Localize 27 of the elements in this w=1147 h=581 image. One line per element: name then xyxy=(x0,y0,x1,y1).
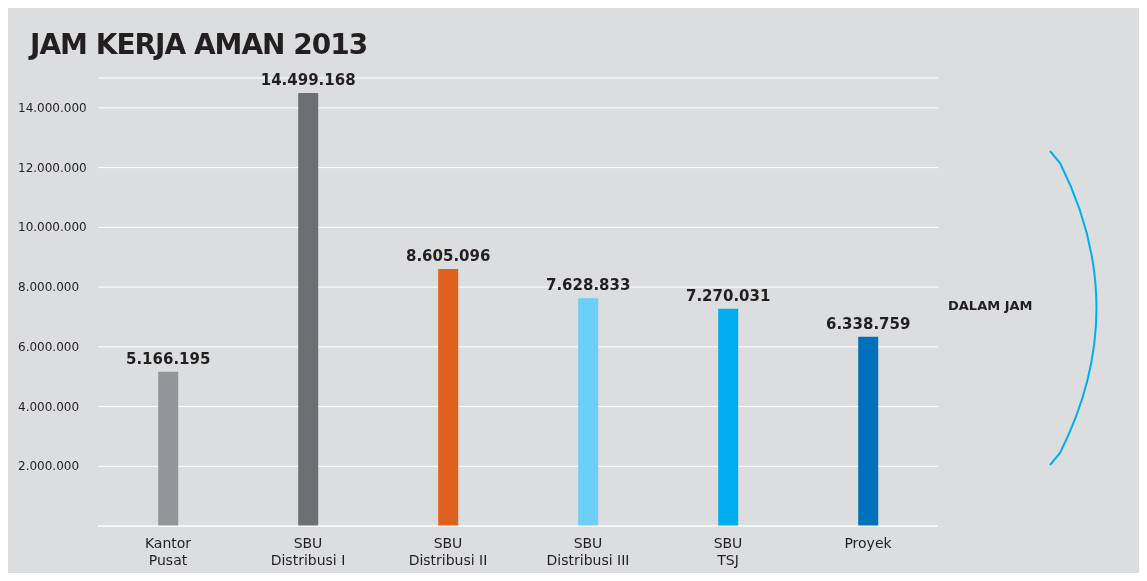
x-tick-label: Kantor Pusat xyxy=(144,535,192,568)
x-tick-label: SBU TSJ xyxy=(713,535,743,568)
y-tick-label: 4.000.000 xyxy=(18,399,80,414)
y-tick-label: 12.000.000 xyxy=(18,160,87,175)
x-tick-label: SBU Distribusi II xyxy=(408,535,488,568)
data-label: 7.270.031 xyxy=(685,286,771,305)
y-tick-label: 6.000.000 xyxy=(18,339,80,354)
x-tick-label: SBU Distribusi III xyxy=(546,535,630,568)
data-label: 6.338.759 xyxy=(825,314,911,333)
data-label: 7.628.833 xyxy=(545,276,631,295)
y-tick-label: 2.000.000 xyxy=(18,459,80,474)
data-label: 8.605.096 xyxy=(405,246,491,265)
bar xyxy=(298,92,319,526)
bar xyxy=(858,336,879,526)
bar xyxy=(718,308,739,526)
text: DALAM JAM xyxy=(948,298,1034,313)
y-tick-label: 14.000.000 xyxy=(18,100,87,115)
y-tick-label: 8.000.000 xyxy=(18,280,80,295)
chart-title: JAM KERJA AMAN 2013 xyxy=(30,28,368,61)
bar xyxy=(578,298,599,526)
data-label: 14.499.168 xyxy=(260,70,356,89)
data-label: 5.166.195 xyxy=(125,349,211,368)
x-tick-label: Proyek xyxy=(844,535,893,551)
x-tick-label: SBU Distribusi I xyxy=(270,535,346,568)
y-tick-label: 10.000.000 xyxy=(18,220,87,235)
bar xyxy=(438,268,459,526)
bar xyxy=(158,371,179,526)
